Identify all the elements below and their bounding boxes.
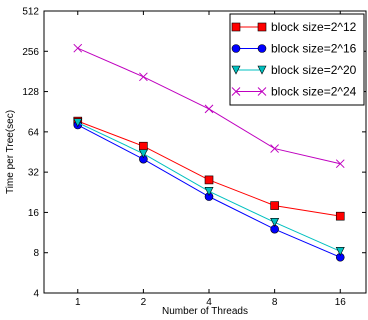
data-point [335, 211, 345, 221]
legend-entry: block size=2^24 [231, 85, 357, 99]
data-point [204, 187, 214, 197]
data-point [231, 44, 241, 53]
data-point [335, 159, 345, 169]
y-tick-label: 32 [28, 168, 40, 179]
data-point [257, 87, 267, 96]
legend-entry: block size=2^12 [231, 20, 357, 34]
legend-entry: block size=2^16 [231, 42, 357, 56]
data-point [204, 175, 214, 185]
x-axis: 1 2 4 8 16 [75, 11, 346, 308]
data-point [231, 22, 241, 32]
legend-label: block size=2^20 [271, 63, 357, 77]
data-point [270, 144, 279, 153]
y-tick-label: 16 [28, 208, 40, 219]
x-tick-label: 4 [206, 297, 212, 308]
data-point [139, 72, 148, 82]
x-tick-label: 8 [272, 297, 278, 308]
y-tick-label: 512 [22, 7, 39, 18]
data-point [204, 104, 214, 114]
series [73, 43, 345, 169]
y-axis: 4 8 16 32 64 128 256 512 [22, 7, 366, 300]
y-axis-label: Time per Tree(sec) [5, 110, 16, 194]
data-point [257, 22, 267, 32]
data-point [257, 44, 267, 53]
data-point [231, 65, 241, 75]
legend: block size=2^12 block size=2^16 block size… [229, 13, 365, 106]
x-axis-label: Number of Threads [162, 306, 248, 317]
data-point [139, 141, 148, 151]
data-point [138, 149, 148, 159]
x-tick-label: 16 [335, 297, 347, 308]
legend-label: block size=2^12 [271, 20, 357, 34]
data-point [257, 65, 267, 75]
y-tick-label: 256 [22, 47, 39, 58]
legend-label: block size=2^24 [271, 85, 357, 99]
x-tick-label: 1 [75, 297, 81, 308]
legend-label: block size=2^16 [271, 42, 357, 56]
x-tick-label: 2 [141, 297, 147, 308]
series [73, 118, 345, 256]
y-tick-label: 64 [28, 127, 40, 138]
y-tick-label: 4 [33, 289, 39, 300]
data-point [270, 218, 280, 227]
legend-box [229, 13, 365, 106]
y-tick-label: 8 [33, 248, 39, 259]
data-point [270, 201, 279, 210]
data-point [73, 43, 83, 53]
data-point [73, 118, 83, 128]
data-point [335, 246, 345, 256]
data-point [231, 87, 241, 96]
legend-entry: block size=2^20 [231, 63, 357, 77]
y-tick-label: 128 [22, 87, 39, 98]
series-layer [73, 43, 345, 262]
